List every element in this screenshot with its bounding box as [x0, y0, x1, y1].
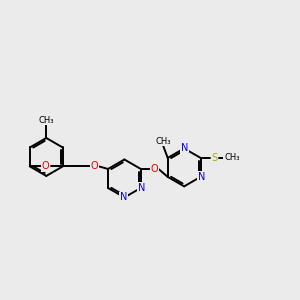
- Text: O: O: [91, 161, 98, 171]
- Text: N: N: [181, 143, 188, 153]
- Text: N: N: [197, 172, 205, 182]
- Text: O: O: [42, 161, 50, 171]
- Text: CH₃: CH₃: [38, 116, 54, 125]
- Text: S: S: [212, 153, 218, 163]
- Text: N: N: [120, 192, 127, 203]
- Text: O: O: [150, 164, 158, 174]
- Text: CH₃: CH₃: [224, 153, 240, 162]
- Text: N: N: [138, 183, 145, 193]
- Text: CH₃: CH₃: [155, 136, 171, 146]
